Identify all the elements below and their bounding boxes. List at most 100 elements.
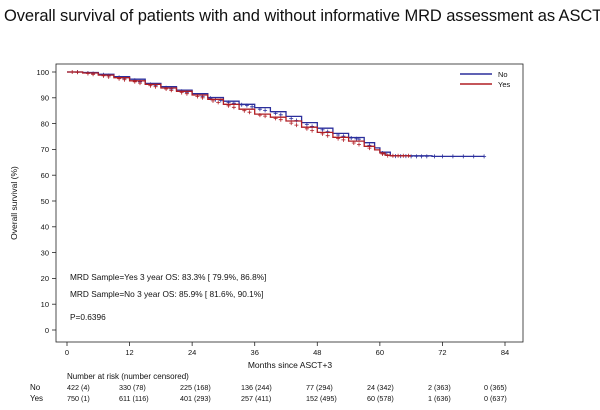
censor-mark	[257, 113, 262, 118]
page-title: Overall survival of patients with and wi…	[4, 7, 600, 25]
censor-mark	[414, 154, 419, 159]
censor-mark	[325, 133, 330, 138]
censor-mark	[406, 153, 411, 158]
risk-cell: 0 (365)	[484, 383, 507, 392]
censor-mark	[380, 152, 385, 156]
risk-cell: 0 (637)	[484, 394, 507, 403]
censor-mark	[320, 131, 325, 136]
y-axis-label: Overall survival (%)	[9, 166, 19, 240]
censor-mark	[419, 154, 424, 159]
censor-mark	[273, 111, 278, 116]
censor-mark	[336, 133, 341, 137]
censor-mark	[304, 122, 309, 127]
x-tick-label: 60	[376, 348, 384, 357]
censor-mark	[138, 81, 142, 86]
censor-mark	[357, 137, 361, 142]
x-tick-label: 12	[125, 348, 133, 357]
censor-mark	[424, 154, 429, 159]
censor-mark	[349, 136, 354, 140]
censor-mark	[226, 103, 231, 108]
censor-mark	[482, 154, 487, 159]
x-tick-label: 36	[251, 348, 259, 357]
censor-mark	[310, 128, 315, 133]
censor-mark	[289, 121, 294, 126]
censor-mark	[351, 141, 356, 145]
y-tick-label: 0	[45, 326, 49, 335]
censor-mark	[122, 77, 127, 82]
risk-cell: 330 (78)	[119, 383, 146, 392]
censor-mark	[432, 154, 437, 159]
x-tick-label: 48	[313, 348, 321, 357]
x-axis-label: Months since ASCT+3	[248, 360, 333, 370]
censor-mark	[91, 72, 96, 77]
y-tick-label: 20	[41, 274, 49, 283]
x-tick-label: 84	[501, 348, 509, 357]
censor-mark	[367, 146, 372, 151]
risk-row-no: No 422 (4) 330 (78) 225 (168) 136 (244) …	[0, 382, 600, 393]
censor-mark	[263, 108, 268, 113]
y-tick-label: 80	[41, 119, 49, 128]
censor-mark	[289, 116, 294, 121]
annotation-no-3yr-os: MRD Sample=No 3 year OS: 85.9% [ 81.6%, …	[70, 289, 263, 299]
risk-row-yes: Yes 750 (1) 611 (116) 401 (293) 257 (411…	[0, 393, 600, 404]
censor-mark	[294, 123, 299, 128]
risk-cell: 60 (578)	[367, 394, 394, 403]
y-tick-label: 90	[41, 94, 49, 103]
plot-frame	[55, 63, 524, 343]
censor-mark	[132, 79, 137, 84]
censor-mark	[153, 84, 158, 89]
censor-mark	[117, 76, 122, 81]
censor-mark	[440, 154, 445, 159]
censor-mark	[304, 126, 309, 131]
risk-table-title: Number at risk (number censored)	[67, 372, 189, 381]
censor-mark	[164, 87, 169, 91]
x-tick-label: 0	[65, 348, 69, 357]
annotation-p-value: P=0.6396	[70, 312, 106, 322]
censor-mark	[257, 107, 262, 112]
censor-mark	[211, 98, 215, 103]
censor-mark	[231, 105, 236, 110]
censor-mark	[179, 90, 184, 95]
risk-cell: 750 (1)	[67, 394, 90, 403]
risk-group-label: No	[30, 383, 41, 392]
y-tick-label: 60	[41, 171, 49, 180]
risk-cell: 422 (4)	[67, 383, 90, 392]
y-tick-label: 50	[41, 197, 49, 206]
legend-label-no: No	[498, 70, 508, 79]
censor-mark	[278, 117, 283, 122]
risk-group-label: Yes	[30, 394, 44, 403]
series-layer	[67, 70, 487, 159]
censor-mark	[401, 153, 406, 158]
risk-cell: 611 (116)	[119, 394, 149, 403]
risk-cell: 77 (294)	[306, 383, 333, 392]
censor-mark	[106, 74, 111, 79]
survival-curve-yes	[67, 71, 412, 157]
censor-mark	[471, 154, 476, 159]
y-tick-label: 10	[41, 300, 49, 309]
censor-mark	[278, 112, 283, 117]
risk-cell: 401 (293)	[180, 394, 211, 403]
risk-cell: 152 (495)	[306, 394, 337, 403]
censor-mark	[390, 153, 395, 158]
censor-mark	[101, 73, 106, 78]
censor-mark	[200, 95, 205, 100]
legend-label-yes: Yes	[498, 80, 510, 89]
y-tick-label: 70	[41, 145, 49, 154]
risk-cell: 1 (636)	[428, 394, 451, 403]
censor-mark	[70, 70, 75, 74]
y-tick-label: 100	[36, 68, 49, 77]
annotation-yes-3yr-os: MRD Sample=Yes 3 year OS: 83.3% [ 79.9%,…	[70, 272, 266, 282]
censor-mark	[263, 114, 268, 119]
censor-mark	[336, 136, 341, 141]
censor-mark	[75, 70, 80, 75]
censor-mark	[244, 103, 249, 108]
x-tick-label: 24	[188, 348, 196, 357]
risk-cell: 136 (244)	[241, 383, 272, 392]
censor-mark	[450, 154, 455, 159]
censor-mark	[169, 88, 174, 93]
censor-mark	[341, 137, 346, 142]
censor-mark	[396, 153, 401, 158]
y-tick-label: 40	[41, 223, 49, 232]
risk-cell: 2 (363)	[428, 383, 451, 392]
risk-cell: 24 (342)	[367, 383, 394, 392]
